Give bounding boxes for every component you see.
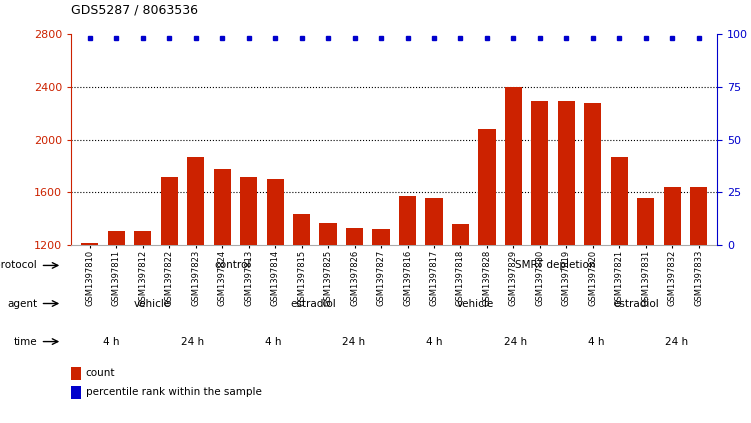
Text: 4 h: 4 h <box>588 337 605 346</box>
Bar <box>531 101 548 404</box>
Text: agent: agent <box>7 299 38 308</box>
Bar <box>293 214 310 404</box>
Text: estradiol: estradiol <box>291 299 336 308</box>
Bar <box>161 177 178 404</box>
Bar <box>134 231 152 404</box>
Text: 24 h: 24 h <box>665 337 689 346</box>
Bar <box>637 198 654 404</box>
Bar <box>505 87 522 404</box>
Bar <box>71 367 81 380</box>
Bar <box>107 231 125 404</box>
Text: percentile rank within the sample: percentile rank within the sample <box>86 387 261 398</box>
Bar <box>240 177 258 404</box>
Text: count: count <box>86 368 115 379</box>
Bar <box>71 386 81 399</box>
Bar <box>478 129 496 404</box>
Bar <box>558 101 575 404</box>
Text: 24 h: 24 h <box>181 337 204 346</box>
Bar <box>372 229 390 404</box>
Text: time: time <box>14 337 38 346</box>
Bar <box>187 157 204 404</box>
Bar <box>267 179 284 404</box>
Bar <box>213 169 231 404</box>
Text: 4 h: 4 h <box>427 337 443 346</box>
Text: SMRT depletion: SMRT depletion <box>515 261 596 270</box>
Text: vehicle: vehicle <box>134 299 170 308</box>
Bar <box>346 228 363 404</box>
Bar <box>664 187 681 404</box>
Bar <box>690 187 707 404</box>
Text: 24 h: 24 h <box>504 337 527 346</box>
Bar <box>584 102 602 404</box>
Text: GDS5287 / 8063536: GDS5287 / 8063536 <box>71 4 198 17</box>
Text: vehicle: vehicle <box>457 299 493 308</box>
Bar <box>611 157 628 404</box>
Text: control: control <box>215 261 251 270</box>
Bar <box>399 196 416 404</box>
Text: 4 h: 4 h <box>104 337 120 346</box>
Bar <box>319 223 336 404</box>
Text: 24 h: 24 h <box>342 337 366 346</box>
Text: estradiol: estradiol <box>614 299 659 308</box>
Bar <box>425 198 442 404</box>
Text: 4 h: 4 h <box>265 337 282 346</box>
Text: protocol: protocol <box>0 261 38 270</box>
Bar <box>452 224 469 404</box>
Bar <box>81 243 98 404</box>
